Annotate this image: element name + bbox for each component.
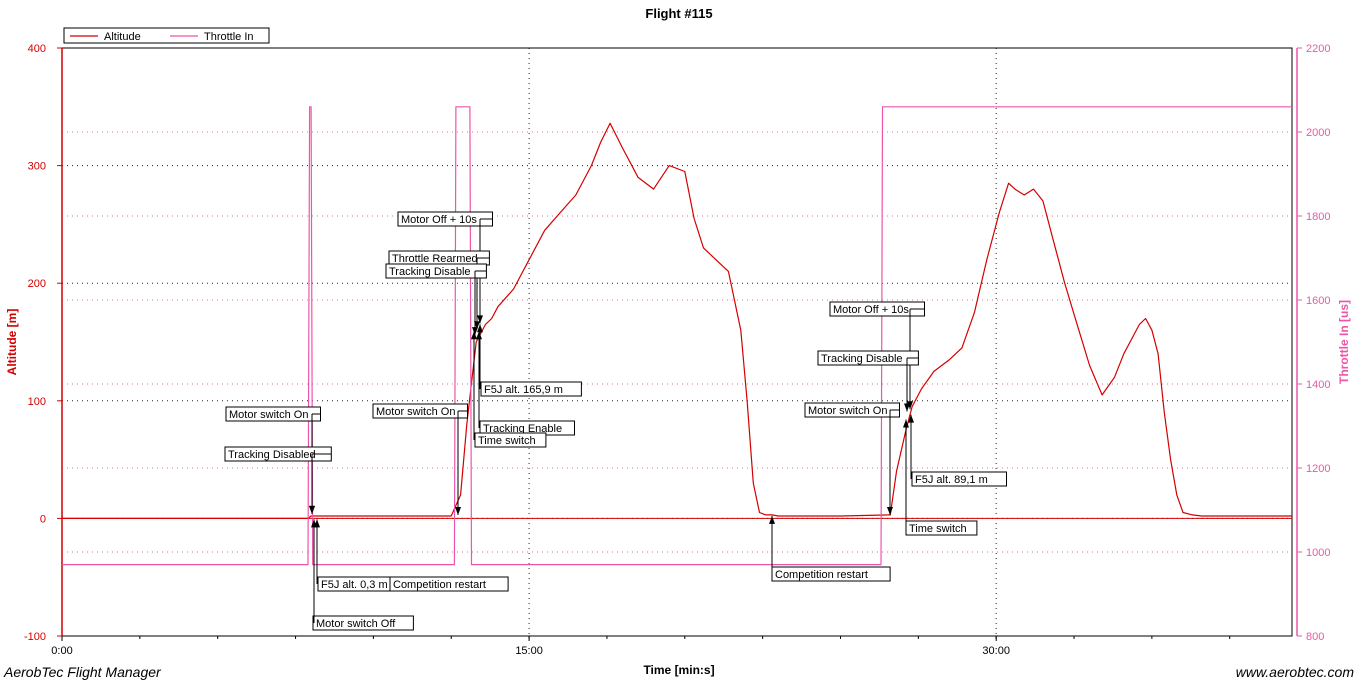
website-link[interactable]: www.aerobtec.com: [1235, 664, 1354, 680]
annotation: Throttle Rearmed: [388, 250, 490, 330]
x-tick-label: 0:00: [51, 645, 72, 657]
legend-label: Throttle In: [204, 31, 254, 43]
annotation-label: Motor Off + 10s: [401, 214, 477, 226]
annotation: Tracking Enable: [476, 331, 575, 436]
y-tick-label: 0: [40, 513, 46, 525]
series: [62, 106, 1292, 566]
y2-tick-label: 800: [1306, 631, 1324, 643]
annotation-arrowhead: [455, 507, 461, 516]
annotation-label: F5J alt. 165,9 m: [484, 384, 563, 396]
annotation-label: Tracking Disable: [389, 266, 471, 278]
annotation-arrowhead: [908, 414, 914, 423]
y2-tick-label: 1000: [1306, 547, 1330, 559]
y-tick-label: -100: [24, 631, 46, 643]
annotation: F5J alt. 165,9 m: [477, 324, 582, 397]
y-tick-label: 100: [28, 396, 46, 408]
x-axis-label: Time [min:s]: [643, 663, 714, 677]
annotation: Motor Off + 10s: [397, 211, 493, 324]
annotation-arrowhead: [477, 315, 483, 324]
annotation: Competition restart: [769, 515, 891, 582]
y2-tick-label: 1200: [1306, 463, 1330, 475]
annotation-label: Motor switch On: [229, 409, 308, 421]
annotation-arrowhead: [476, 331, 482, 340]
annotation: Motor switch Off: [311, 519, 414, 631]
y-tick-label: 400: [28, 43, 46, 55]
y2-tick-label: 1800: [1306, 211, 1330, 223]
annotation: Competition restart: [389, 576, 509, 592]
annotation-label: Motor Off + 10s: [833, 304, 909, 316]
y2-axis-label: Throttle In [us]: [1337, 300, 1351, 384]
y2-tick-label: 1600: [1306, 295, 1330, 307]
altitude-line: [62, 122, 1292, 519]
y2-tick-label: 1400: [1306, 379, 1330, 391]
y-tick-label: 300: [28, 161, 46, 173]
annotation: Motor switch On: [372, 403, 468, 516]
annotation-arrowhead: [904, 403, 910, 412]
annotation-label: F5J alt. 89,1 m: [915, 474, 988, 486]
annotation-label: Motor switch On: [376, 406, 455, 418]
annotation-arrowhead: [309, 505, 315, 514]
annotation: Motor Off + 10s: [829, 301, 925, 410]
annotation-label: Tracking Disabled: [228, 449, 316, 461]
annotation-arrowhead: [477, 324, 483, 333]
grid: [62, 48, 1292, 636]
annotation: Time switch: [903, 419, 978, 536]
annotation-box: [911, 471, 1007, 487]
annotation-box: [312, 615, 414, 631]
annotation-arrowhead: [472, 327, 478, 336]
annotation-arrowhead: [903, 419, 909, 428]
annotation: Tracking Disable: [817, 350, 919, 412]
annotation-label: Tracking Disable: [821, 353, 903, 365]
axes: 0:00 15:00 30:00 -100 0 100 200 300 400 800 1000 12…: [24, 43, 1331, 657]
annotation-label: Time switch: [909, 523, 967, 535]
annotation-label: Throttle Rearmed: [392, 253, 478, 265]
throttle-line: [62, 106, 1292, 566]
annotation-label: Motor switch Off: [316, 618, 396, 630]
annotation-box: [480, 381, 582, 397]
y2-tick-label: 2000: [1306, 127, 1330, 139]
annotation: Motor switch On: [804, 402, 900, 516]
annotation-arrowhead: [769, 515, 775, 524]
plot-frame: [61, 47, 1293, 637]
annotation-arrowhead: [311, 519, 317, 528]
x-tick-label: 15:00: [515, 645, 543, 657]
y-tick-label: 200: [28, 278, 46, 290]
annotation-label: Motor switch On: [808, 405, 887, 417]
annotation-arrowhead: [907, 401, 913, 410]
y-axis-label: Altitude [m]: [5, 309, 19, 376]
annotation-box: [474, 432, 547, 448]
legend-label: Altitude: [104, 31, 141, 43]
annotation-label: Tracking Enable: [483, 423, 562, 435]
y2-tick-label: 2200: [1306, 43, 1330, 55]
legend: Altitude Throttle In: [63, 27, 270, 44]
annotation-label: F5J alt. 0,3 m: [321, 579, 388, 591]
annotation-arrowhead: [471, 331, 477, 340]
annotation: Tracking Disabled: [224, 446, 332, 514]
annotation: Tracking Disable: [385, 263, 487, 336]
annotation-arrowhead: [887, 507, 893, 516]
annotation-label: Time switch: [478, 435, 536, 447]
chart-title: Flight #115: [645, 6, 712, 21]
x-tick-label: 30:00: [982, 645, 1010, 657]
legend-box: [63, 27, 270, 44]
annotation-box: [389, 576, 509, 592]
annotations: Motor switch On Tracking Disabled F5J alt.…: [224, 211, 1007, 631]
annotation: F5J alt. 89,1 m: [908, 414, 1007, 487]
app-name: AerobTec Flight Manager: [4, 664, 161, 680]
annotation-label: Competition restart: [393, 579, 486, 591]
annotation: Time switch: [471, 331, 547, 448]
annotation-label: Competition restart: [775, 569, 868, 581]
